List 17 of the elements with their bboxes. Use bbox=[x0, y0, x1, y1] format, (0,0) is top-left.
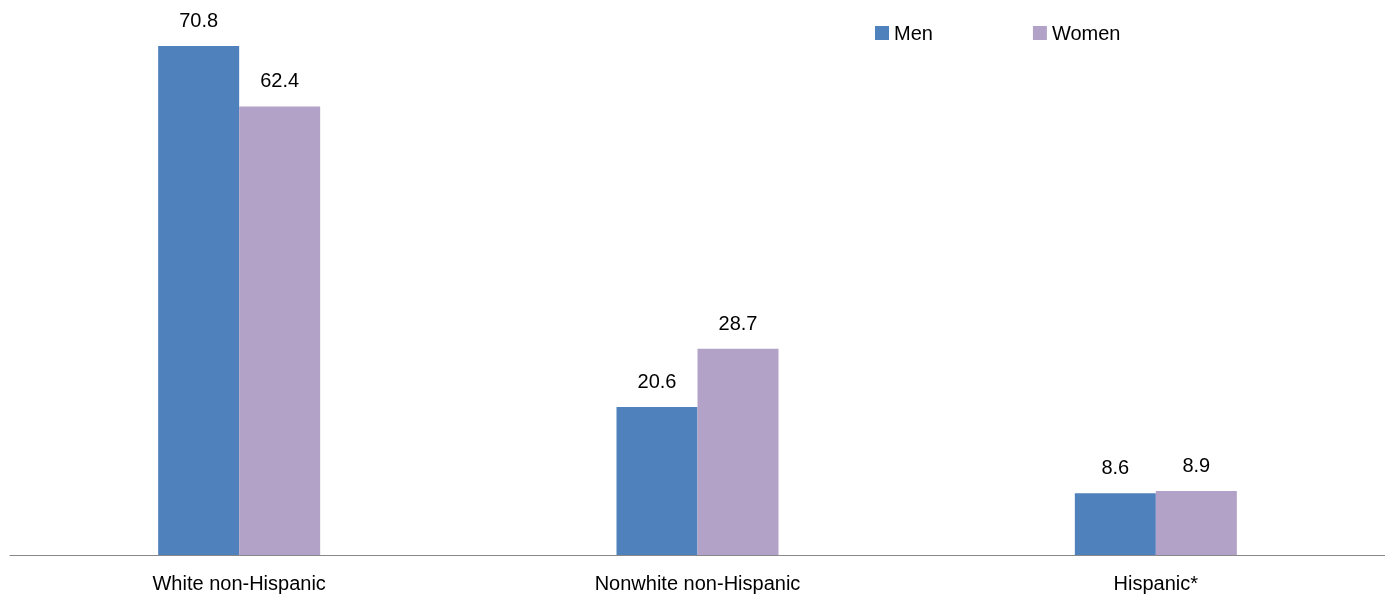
legend-label: Men bbox=[894, 22, 933, 44]
bar bbox=[1155, 491, 1237, 555]
bar bbox=[158, 46, 240, 555]
bar bbox=[616, 406, 698, 555]
bar bbox=[1074, 493, 1156, 555]
x-tick-label: Hispanic* bbox=[1113, 572, 1199, 594]
data-label: 8.6 bbox=[1101, 456, 1130, 479]
data-label: 70.8 bbox=[179, 9, 219, 31]
data-label: 62.4 bbox=[260, 69, 300, 92]
x-tick-label: Nonwhite non-Hispanic bbox=[594, 572, 801, 594]
data-label: 20.6 bbox=[637, 369, 677, 392]
data-label: 8.9 bbox=[1182, 454, 1211, 477]
data-label: 28.7 bbox=[718, 311, 758, 334]
x-tick-label: White non-Hispanic bbox=[152, 572, 326, 594]
legend-label: Women bbox=[1051, 22, 1121, 44]
bar bbox=[697, 348, 779, 555]
bar bbox=[239, 106, 321, 555]
